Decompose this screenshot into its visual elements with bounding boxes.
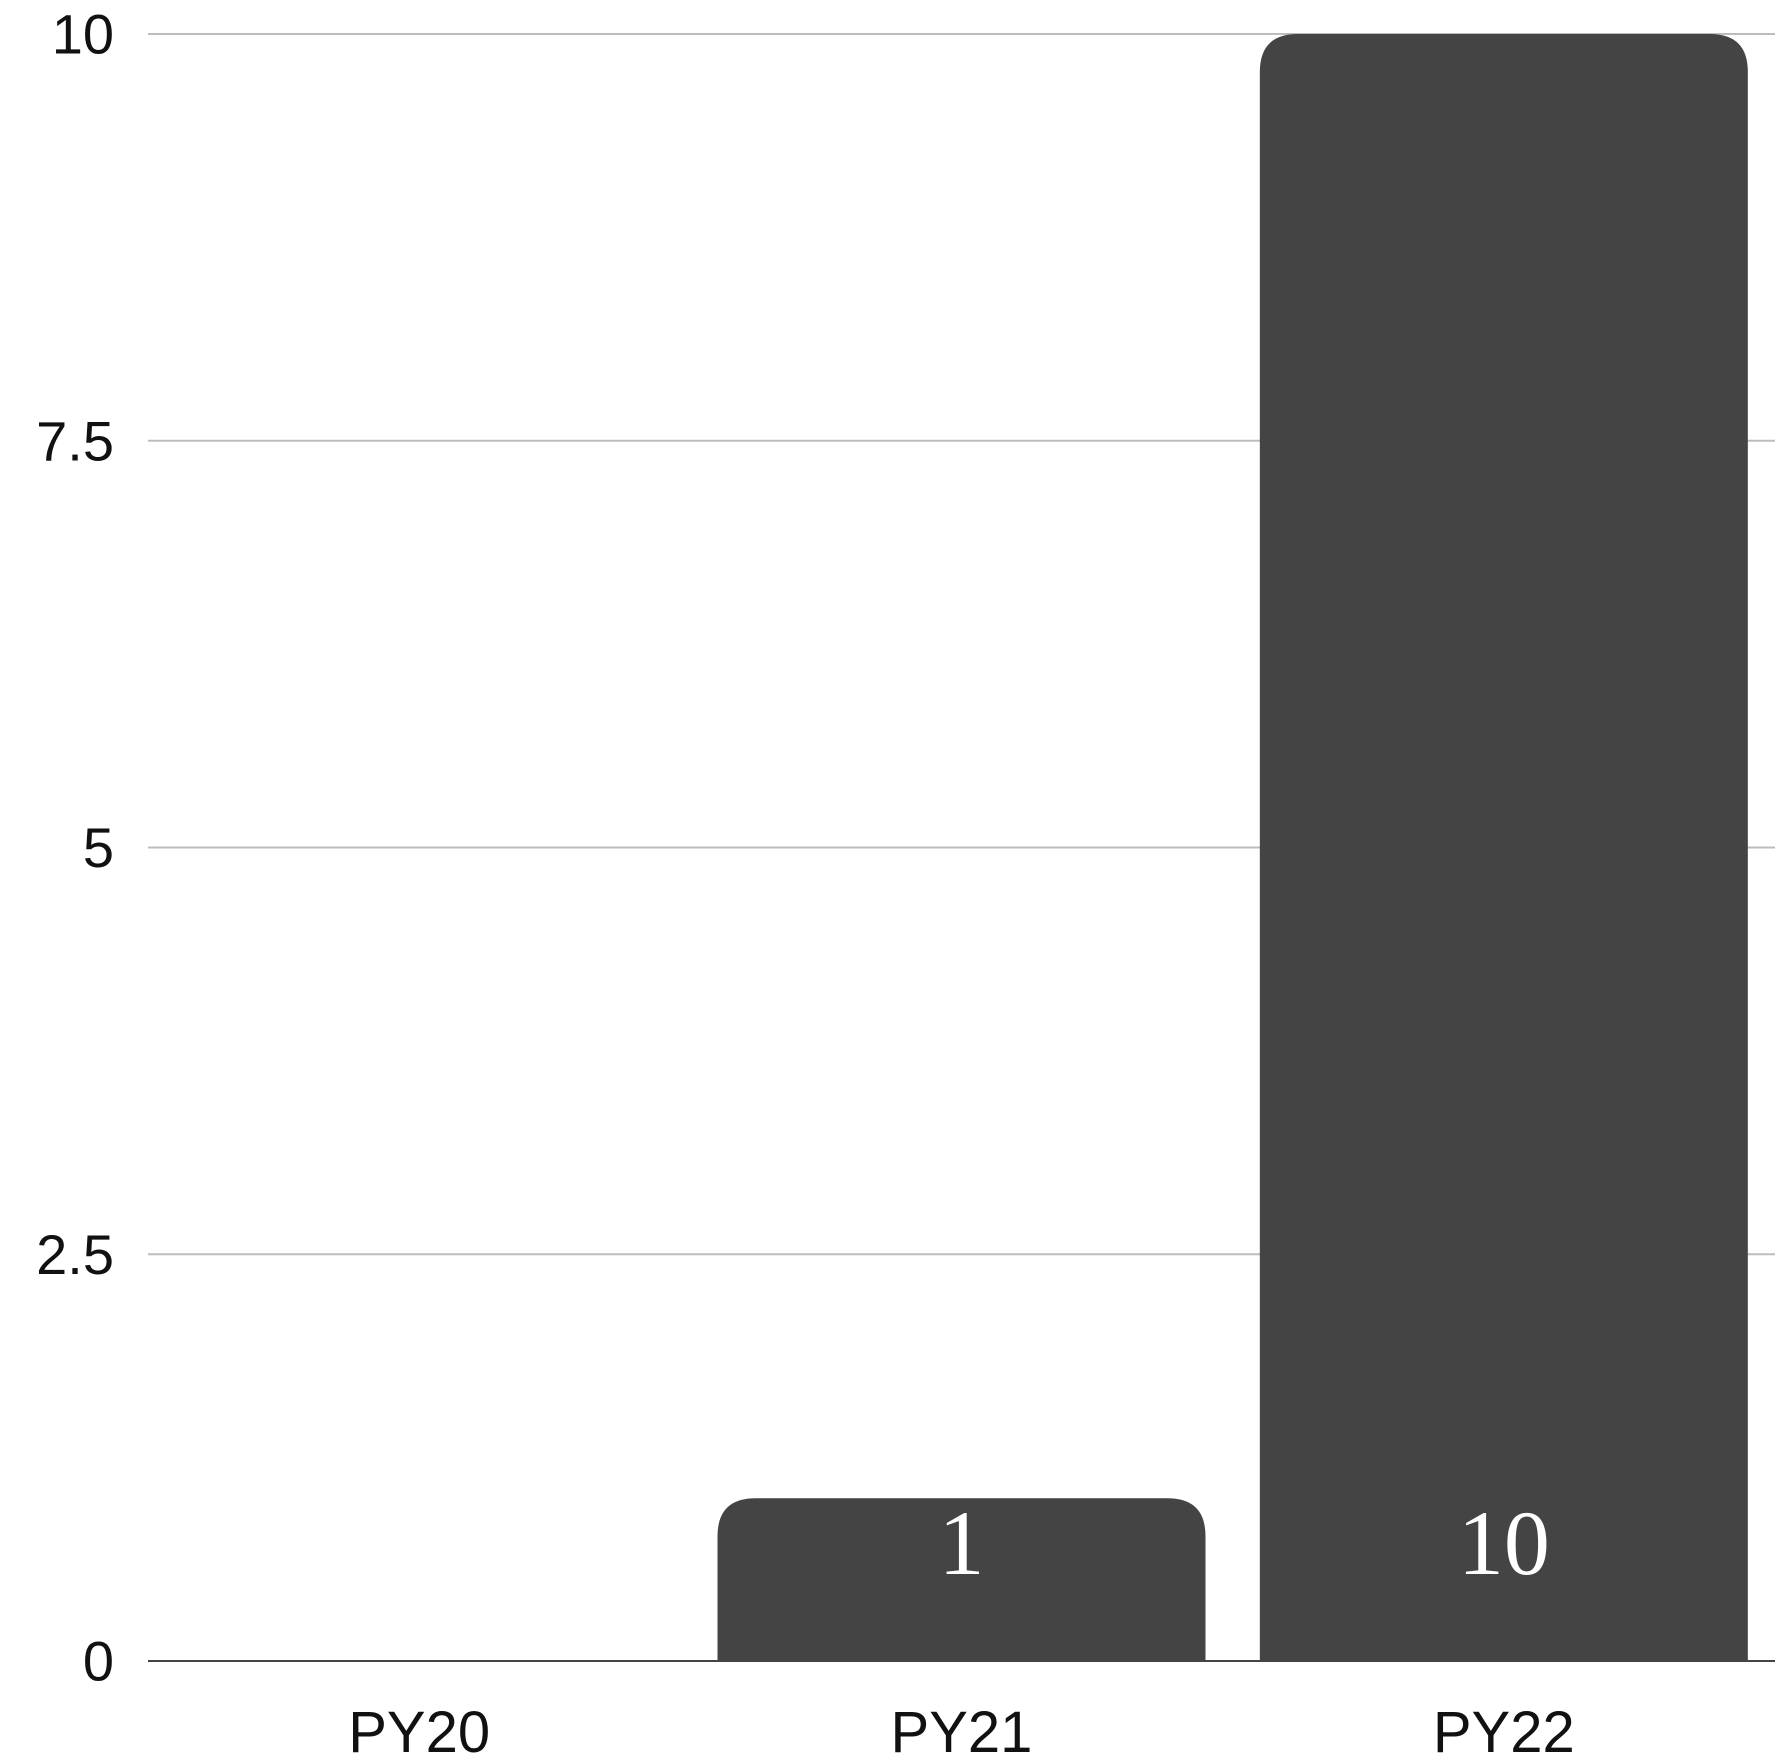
x-category-label: PY20	[348, 1700, 490, 1756]
y-tick-label: 2.5	[36, 1223, 114, 1286]
bars	[717, 34, 1748, 1661]
y-tick-label: 10	[52, 3, 114, 66]
x-category-label: PY22	[1433, 1700, 1575, 1756]
x-axis-category-labels: PY20 PY21 PY22	[348, 1700, 1575, 1756]
bar-data-labels: 1 10	[939, 1492, 1550, 1594]
bar-PY21	[717, 1498, 1206, 1661]
y-tick-label: 7.5	[36, 409, 114, 472]
y-tick-label: 0	[83, 1630, 114, 1693]
y-axis-tick-labels: 0 2.5 5 7.5 10	[36, 3, 114, 1693]
y-tick-label: 5	[83, 816, 114, 879]
data-label-PY22: 10	[1458, 1492, 1550, 1594]
x-category-label: PY21	[891, 1700, 1033, 1756]
bar-PY22	[1259, 34, 1748, 1661]
data-label-PY21: 1	[939, 1492, 985, 1594]
